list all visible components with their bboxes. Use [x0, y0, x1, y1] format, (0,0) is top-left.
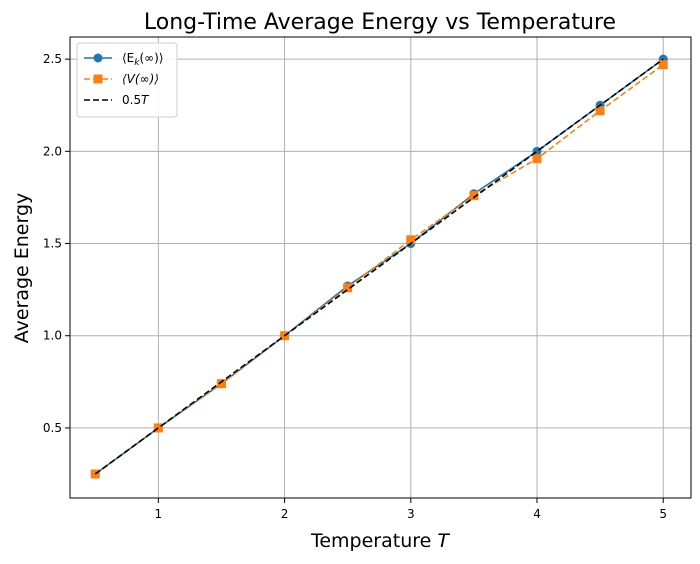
- series-1-point: [532, 154, 542, 164]
- x-tick-label: 2: [281, 507, 289, 521]
- series-2-line: [94, 58, 664, 475]
- y-tick-label: 1.0: [43, 329, 62, 343]
- series-1-point: [216, 379, 226, 389]
- x-tick-label: 3: [407, 507, 415, 521]
- series-1-point: [658, 60, 668, 70]
- series-1-point: [343, 283, 353, 293]
- y-tick-label: 2.5: [43, 52, 62, 66]
- series-1-point: [406, 235, 416, 245]
- series-1-point: [595, 106, 605, 116]
- y-tick-label: 0.5: [43, 421, 62, 435]
- series-1-point: [153, 423, 163, 433]
- x-tick-label: 1: [155, 507, 163, 521]
- x-axis-label-text: Temperature: [310, 530, 437, 552]
- legend-label-0: ⟨Ek(∞)⟩: [122, 51, 164, 68]
- x-axis-label-var: T: [437, 530, 450, 552]
- grid: [70, 37, 691, 498]
- x-tick-label: 4: [533, 507, 541, 521]
- legend: ⟨Ek(∞)⟩ ⟨V(∞)⟩ 0.5T: [76, 42, 178, 118]
- series-1-line: [94, 64, 664, 475]
- series-layer: [90, 54, 668, 479]
- series-1-point: [93, 74, 103, 84]
- ticks: 1 2 3 4 5 0.5 1.0 1.5 2.0 2.5: [43, 52, 667, 521]
- legend-box: [76, 42, 178, 118]
- x-axis-label: Temperature T: [310, 530, 450, 552]
- y-axis-label: Average Energy: [11, 193, 33, 344]
- legend-label-2: 0.5T: [122, 93, 150, 107]
- plot-frame: [69, 36, 692, 499]
- y-tick-label: 2.0: [43, 144, 62, 158]
- y-tick-label: 1.5: [43, 237, 62, 251]
- series-1-point: [469, 191, 479, 201]
- chart-title: Long-Time Average Energy vs Temperature: [144, 10, 616, 35]
- x-tick-label: 5: [659, 507, 667, 521]
- legend-label-1: ⟨V(∞)⟩: [122, 72, 159, 86]
- series-0-point: [93, 53, 103, 63]
